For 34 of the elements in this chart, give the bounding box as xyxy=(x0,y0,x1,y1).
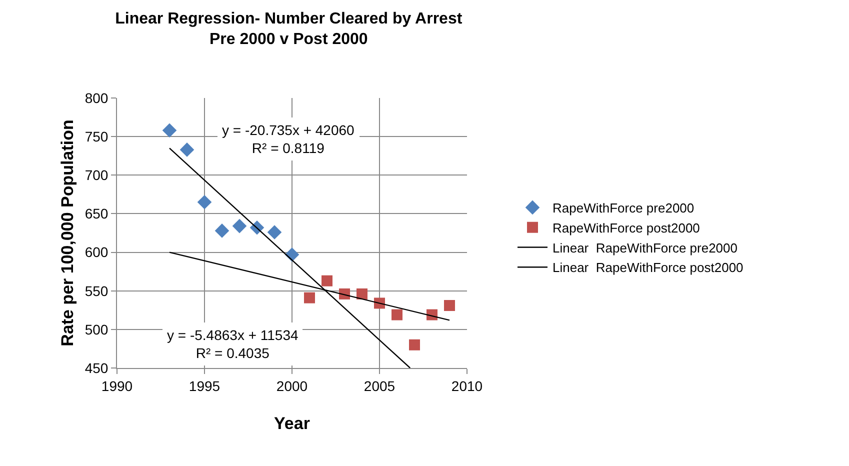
point xyxy=(197,194,212,210)
point xyxy=(162,123,177,138)
point xyxy=(392,309,402,320)
legend-label: Linear RapeWithForce post2000 xyxy=(552,260,744,276)
legend-label: Linear RapeWithForce pre2000 xyxy=(552,240,738,256)
x-tick-label: 2005 xyxy=(364,378,396,394)
x-axis-title: Year xyxy=(274,414,310,433)
legend-label: RapeWithForce pre2000 xyxy=(552,200,694,216)
annotation: y = -5.4863x + 11534 R² = 0.4035 xyxy=(167,327,298,362)
point xyxy=(444,300,455,312)
x-tick-label: 2000 xyxy=(276,378,308,394)
point xyxy=(180,142,194,157)
point xyxy=(356,288,368,300)
x-tick-label: 1995 xyxy=(188,378,220,394)
x-tick-label: 1990 xyxy=(101,378,133,394)
point xyxy=(304,292,315,304)
point xyxy=(214,224,230,238)
point xyxy=(232,218,247,234)
point xyxy=(409,339,420,350)
y-tick-label: 750 xyxy=(84,128,108,144)
y-tick-label: 700 xyxy=(84,167,108,184)
chart-title: Linear Regression- Number Cleared by Arrest Pre 2000 v Post 2000 xyxy=(115,10,463,48)
y-tick-label: 450 xyxy=(84,360,108,376)
legend-label: RapeWithForce post2000 xyxy=(552,220,700,236)
x-tick-label: 2010 xyxy=(451,378,483,394)
y-tick-label: 650 xyxy=(84,206,108,222)
y-tick-label: 500 xyxy=(84,321,108,338)
y-tick-label: 800 xyxy=(84,90,108,106)
annotation: y = -20.735x + 42060 R² = 0.8119 xyxy=(222,122,355,156)
y-tick-label: 550 xyxy=(84,282,108,299)
y-axis-title: Rate per 100,000 Population xyxy=(58,120,77,346)
point xyxy=(322,275,332,286)
point xyxy=(267,225,282,240)
y-tick-label: 600 xyxy=(84,244,108,260)
